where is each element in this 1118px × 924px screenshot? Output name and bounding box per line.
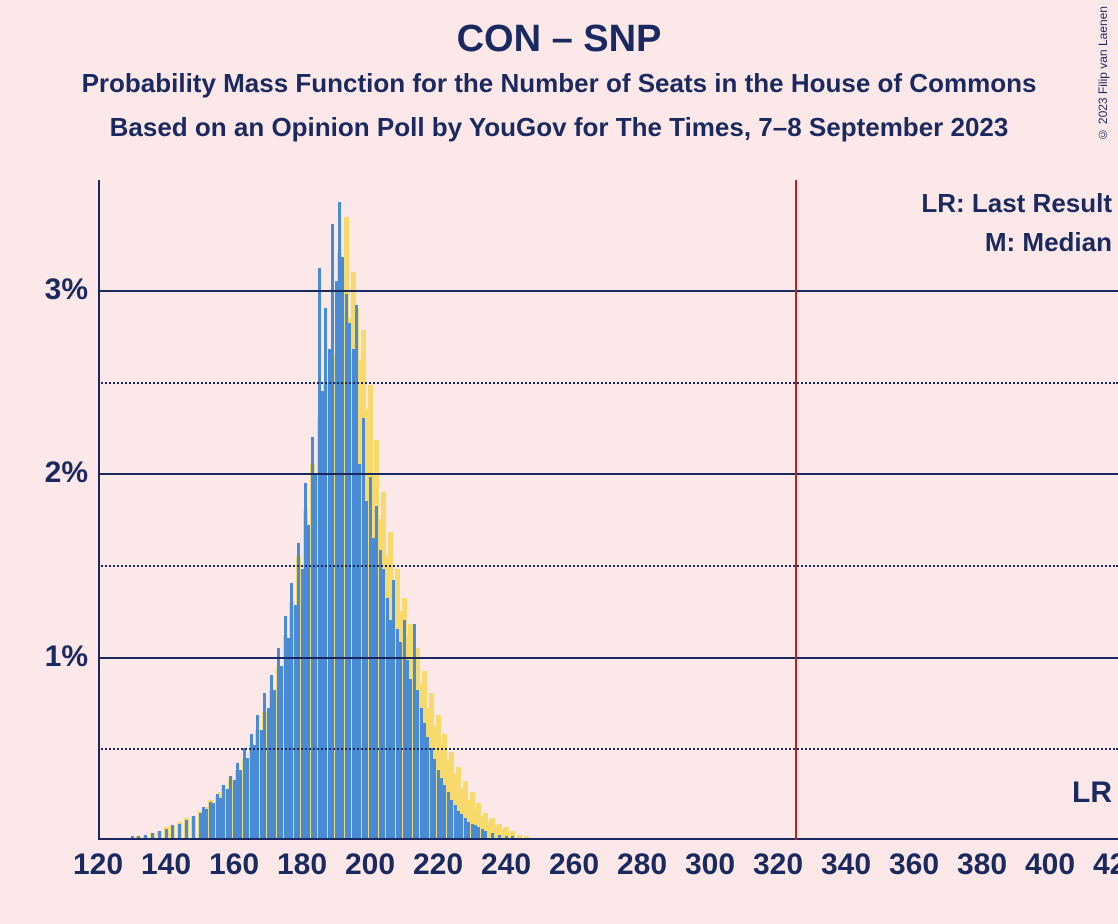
x-tick-label: 280 — [617, 840, 667, 882]
bars-series-front — [98, 180, 1118, 840]
chart-title: CON – SNP — [0, 18, 1118, 61]
x-tick-label: 320 — [753, 840, 803, 882]
x-tick-label: 300 — [685, 840, 735, 882]
y-tick-label: 3% — [45, 273, 98, 307]
x-tick-label: 260 — [549, 840, 599, 882]
bar — [185, 820, 188, 840]
x-tick-label: 380 — [957, 840, 1007, 882]
x-tick-label: 240 — [481, 840, 531, 882]
legend-lr: LR: Last Result — [921, 184, 1112, 223]
y-tick-label: 2% — [45, 456, 98, 490]
legend-m: M: Median — [921, 223, 1112, 262]
grid-minor — [98, 382, 1118, 384]
y-tick-label: 1% — [45, 640, 98, 674]
grid-major — [98, 657, 1118, 659]
grid-minor — [98, 565, 1118, 567]
grid-major — [98, 290, 1118, 292]
x-tick-label: 180 — [277, 840, 327, 882]
x-tick-label: 200 — [345, 840, 395, 882]
grid-major — [98, 473, 1118, 475]
x-tick-label: 420 — [1093, 840, 1118, 882]
chart-subtitle2: Based on an Opinion Poll by YouGov for T… — [0, 112, 1118, 143]
lr-marker: LR — [1072, 776, 1112, 810]
chart-plot-area: LR: Last Result M: Median 1%2%3%12014016… — [98, 180, 1118, 840]
x-tick-label: 160 — [209, 840, 259, 882]
x-tick-label: 340 — [821, 840, 871, 882]
x-tick-label: 360 — [889, 840, 939, 882]
chart-subtitle1: Probability Mass Function for the Number… — [0, 68, 1118, 99]
x-tick-label: 140 — [141, 840, 191, 882]
x-tick-label: 120 — [73, 840, 123, 882]
y-axis — [98, 180, 100, 840]
copyright-label: © 2023 Filip van Laenen — [1096, 6, 1110, 141]
grid-minor — [98, 748, 1118, 750]
x-tick-label: 400 — [1025, 840, 1075, 882]
bar — [192, 816, 195, 840]
legend: LR: Last Result M: Median — [921, 184, 1112, 262]
x-tick-label: 220 — [413, 840, 463, 882]
last-result-line — [795, 180, 797, 840]
